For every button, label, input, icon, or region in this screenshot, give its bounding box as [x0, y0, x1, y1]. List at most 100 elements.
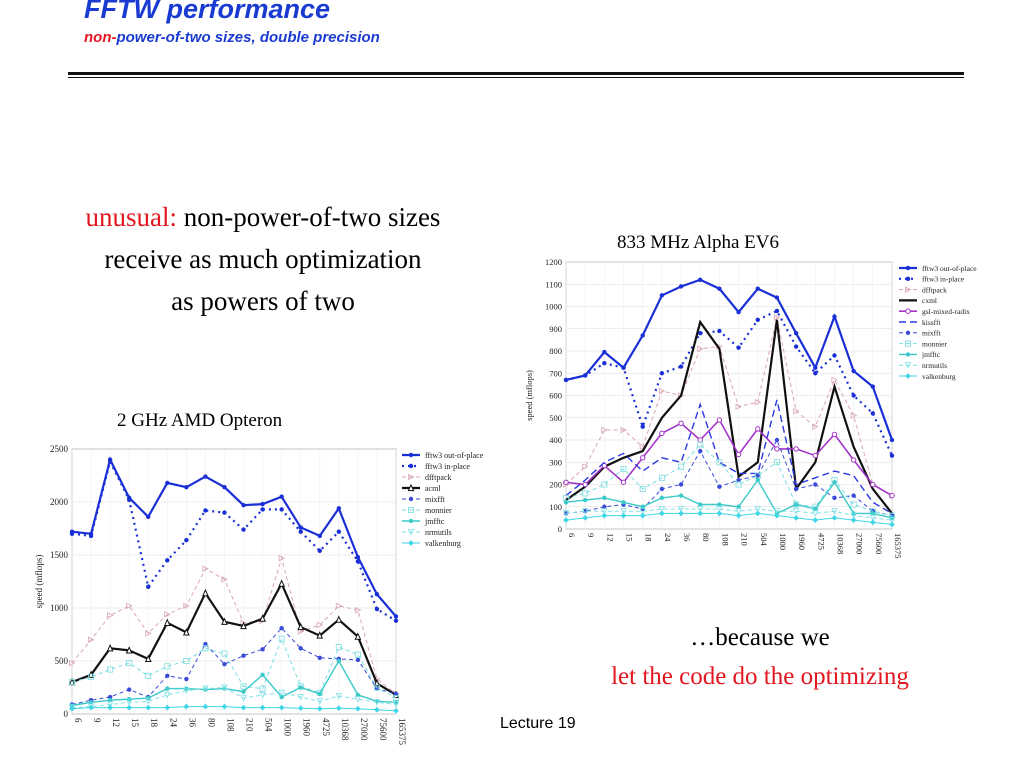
y-tick-label-opteron: 1500: [50, 550, 69, 560]
data-point-alpha-1: [602, 361, 607, 366]
data-point-opteron-3: [316, 631, 324, 639]
data-point-opteron-3: [354, 632, 362, 640]
legend-label-alpha-0: fftw3 out-of-place: [922, 264, 977, 273]
data-point-opteron-5: [107, 666, 114, 673]
data-point-opteron-0: [279, 494, 284, 499]
x-tick-label-opteron: 1960: [302, 718, 312, 737]
data-point-opteron-8: [69, 705, 75, 712]
data-point-alpha-0: [813, 365, 818, 370]
data-point-alpha-7: [773, 459, 780, 466]
data-point-alpha-1: [755, 317, 760, 323]
data-point-opteron-7: [335, 692, 343, 700]
data-point-alpha-2: [620, 426, 628, 434]
data-point-opteron-1: [184, 537, 189, 543]
series-line-opteron-1: [71, 458, 397, 622]
data-point-opteron-8: [259, 704, 266, 711]
data-point-alpha-0: [698, 277, 703, 282]
data-point-alpha-4: [582, 481, 588, 488]
data-point-alpha-2: [639, 443, 647, 450]
data-point-alpha-6: [602, 504, 607, 509]
data-point-opteron-6: [260, 672, 265, 677]
data-point-alpha-1: [563, 377, 569, 383]
data-point-opteron-8: [393, 707, 399, 714]
data-point-alpha-8: [563, 500, 569, 505]
data-point-alpha-4: [735, 451, 742, 458]
data-point-opteron-7: [202, 685, 209, 693]
data-point-alpha-4: [601, 462, 608, 469]
data-point-opteron-2: [316, 621, 324, 629]
data-point-opteron-1: [165, 558, 170, 563]
data-point-alpha-8: [717, 502, 722, 507]
series-line-alpha-0: [565, 278, 894, 441]
data-point-opteron-1: [107, 459, 113, 464]
data-point-opteron-8: [164, 704, 171, 711]
data-point-opteron-4: [393, 691, 399, 697]
legend-marker-opteron-4: [408, 496, 414, 502]
data-point-alpha-1: [582, 373, 588, 378]
data-point-opteron-1: [393, 618, 399, 623]
title-rule: [68, 72, 964, 75]
data-point-opteron-3: [144, 654, 152, 662]
data-point-opteron-8: [278, 704, 285, 711]
data-point-opteron-7: [278, 689, 285, 697]
data-point-alpha-0: [889, 437, 895, 443]
data-point-opteron-2: [88, 636, 95, 644]
y-axis-label-opteron: speed (mflops): [34, 555, 44, 609]
data-point-opteron-0: [146, 514, 151, 520]
data-point-alpha-9: [658, 505, 666, 513]
data-point-alpha-1: [621, 365, 626, 370]
data-point-alpha-4: [659, 430, 665, 437]
legend-label-alpha-6: mixfft: [922, 329, 942, 338]
x-tick-label-alpha: 108: [720, 533, 730, 546]
data-point-opteron-4: [222, 661, 227, 667]
x-tick-label-alpha: 12: [605, 533, 615, 542]
y-tick-label-alpha: 700: [549, 368, 562, 378]
data-point-opteron-5: [69, 679, 76, 686]
x-tick-label-opteron: 165375: [397, 718, 407, 746]
data-point-alpha-4: [774, 446, 780, 452]
data-point-opteron-3: [202, 588, 209, 597]
data-point-opteron-5: [202, 645, 209, 652]
claim-line3: as powers of two: [171, 286, 355, 316]
data-point-opteron-8: [373, 706, 380, 713]
data-point-alpha-10: [563, 517, 569, 524]
claim-text: unusual: non-power-of-two sizes receive …: [28, 196, 498, 322]
data-point-opteron-2: [164, 611, 171, 618]
y-tick-label-alpha: 100: [549, 502, 562, 512]
data-point-opteron-6: [393, 700, 399, 705]
data-point-opteron-5: [354, 651, 361, 658]
data-point-alpha-8: [870, 511, 876, 516]
data-point-opteron-8: [107, 704, 114, 711]
x-tick-label-opteron: 6: [73, 718, 83, 723]
data-point-alpha-4: [889, 492, 895, 499]
data-point-opteron-7: [221, 684, 228, 691]
series-line-alpha-4: [565, 418, 893, 497]
data-point-alpha-10: [678, 510, 685, 517]
x-tick-label-alpha: 6: [567, 533, 577, 537]
data-point-opteron-0: [393, 614, 399, 619]
data-point-alpha-4: [812, 452, 818, 459]
data-point-alpha-2: [754, 398, 762, 406]
data-point-alpha-9: [620, 508, 627, 515]
because-text: …because we let the code do the optimizi…: [540, 618, 980, 696]
legend-marker-alpha-9: [904, 362, 912, 369]
legend-marker-alpha-4: [905, 308, 911, 314]
data-point-opteron-3: [278, 579, 286, 587]
data-point-alpha-0: [659, 293, 665, 298]
legend-label-alpha-5: kissfft: [922, 318, 942, 327]
data-point-opteron-1: [355, 559, 361, 564]
data-point-alpha-0: [793, 331, 799, 336]
x-tick-label-opteron: 80: [206, 718, 216, 728]
data-point-alpha-8: [621, 500, 626, 505]
data-point-opteron-0: [336, 506, 342, 511]
legend-marker-alpha-2: [905, 286, 912, 293]
x-tick-label-opteron: 1000: [283, 718, 293, 737]
data-point-opteron-1: [222, 510, 227, 515]
legend-label-alpha-3: cxml: [922, 296, 937, 305]
data-point-alpha-9: [773, 508, 781, 515]
data-point-alpha-6: [736, 477, 741, 483]
x-tick-label-alpha: 1960: [797, 533, 807, 550]
data-point-opteron-7: [392, 701, 400, 708]
data-point-opteron-5: [240, 683, 247, 690]
x-tick-label-opteron: 108: [225, 718, 235, 732]
